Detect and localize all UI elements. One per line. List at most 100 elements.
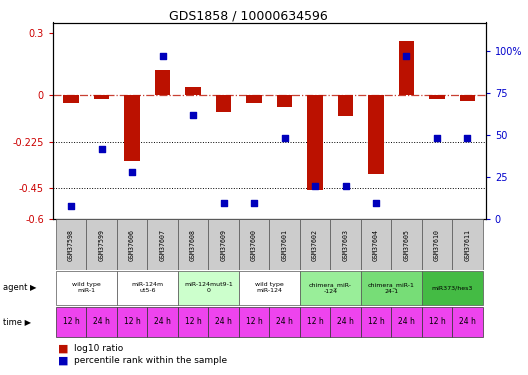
Text: log10 ratio: log10 ratio (74, 344, 123, 353)
Bar (178, 307, 209, 336)
Bar (369, 95, 384, 174)
Bar (399, 41, 414, 95)
Text: 12 h: 12 h (124, 317, 140, 326)
Bar (178, 219, 209, 270)
Text: GSM37605: GSM37605 (403, 229, 410, 261)
Text: ■: ■ (58, 355, 69, 365)
Bar (361, 307, 391, 336)
Text: 12 h: 12 h (63, 317, 80, 326)
Bar (87, 219, 117, 270)
Text: 24 h: 24 h (276, 317, 293, 326)
Text: GSM37604: GSM37604 (373, 229, 379, 261)
Text: ■: ■ (58, 344, 69, 354)
Point (433, 135, 441, 141)
Bar (125, 95, 140, 161)
Bar (117, 271, 178, 304)
Text: 24 h: 24 h (337, 317, 354, 326)
Text: time ▶: time ▶ (3, 317, 31, 326)
Text: 24 h: 24 h (398, 317, 415, 326)
Text: GSM37610: GSM37610 (434, 229, 440, 261)
Point (402, 53, 411, 59)
Text: 24 h: 24 h (93, 317, 110, 326)
Bar (209, 219, 239, 270)
Text: GSM37608: GSM37608 (190, 229, 196, 261)
Bar (216, 95, 231, 112)
Text: percentile rank within the sample: percentile rank within the sample (74, 356, 227, 364)
Bar (94, 95, 109, 99)
Bar (361, 219, 391, 270)
Bar (239, 307, 269, 336)
Text: 24 h: 24 h (215, 317, 232, 326)
Bar (209, 307, 239, 336)
Bar (56, 219, 87, 270)
Point (311, 183, 319, 189)
Bar (300, 271, 361, 304)
Bar (239, 271, 300, 304)
Text: 12 h: 12 h (367, 317, 384, 326)
Text: miR-124mut9-1
0: miR-124mut9-1 0 (184, 282, 233, 293)
Point (128, 169, 136, 175)
Bar (422, 307, 452, 336)
Point (219, 200, 228, 206)
Text: 24 h: 24 h (154, 317, 171, 326)
Point (341, 183, 350, 189)
Text: GSM37600: GSM37600 (251, 229, 257, 261)
Point (372, 200, 380, 206)
Bar (391, 307, 422, 336)
Text: miR-124m
ut5-6: miR-124m ut5-6 (131, 282, 163, 293)
Bar (361, 271, 422, 304)
Text: 24 h: 24 h (459, 317, 476, 326)
Point (280, 135, 289, 141)
Bar (452, 307, 483, 336)
Text: GSM37607: GSM37607 (159, 229, 166, 261)
Bar (391, 219, 422, 270)
Bar (117, 307, 147, 336)
Text: chimera_miR-
-124: chimera_miR- -124 (309, 282, 352, 294)
Bar (422, 219, 452, 270)
Bar (147, 307, 178, 336)
Bar (452, 219, 483, 270)
Text: GSM37609: GSM37609 (221, 229, 227, 261)
Text: 12 h: 12 h (185, 317, 201, 326)
Bar (460, 95, 475, 101)
Bar (330, 219, 361, 270)
Bar (155, 70, 170, 95)
Text: 12 h: 12 h (429, 317, 445, 326)
Bar (307, 95, 323, 190)
Bar (147, 219, 178, 270)
Text: GSM37611: GSM37611 (465, 229, 470, 261)
Bar (117, 219, 147, 270)
Bar (63, 95, 79, 104)
Bar (422, 271, 483, 304)
Point (463, 135, 472, 141)
Point (158, 53, 167, 59)
Text: miR373/hes3: miR373/hes3 (431, 285, 473, 290)
Text: wild type
miR-1: wild type miR-1 (72, 282, 101, 293)
Bar (338, 95, 353, 116)
Text: GSM37599: GSM37599 (99, 229, 105, 261)
Point (97, 146, 106, 152)
Point (250, 200, 258, 206)
Bar (269, 219, 300, 270)
Bar (330, 307, 361, 336)
Point (189, 112, 197, 118)
Bar (429, 95, 445, 99)
Text: GSM37598: GSM37598 (68, 229, 74, 261)
Text: GSM37602: GSM37602 (312, 229, 318, 261)
Text: GSM37601: GSM37601 (281, 229, 288, 261)
Bar (178, 271, 239, 304)
Bar (87, 307, 117, 336)
Bar (56, 307, 87, 336)
Bar (56, 271, 117, 304)
Bar (247, 95, 262, 104)
Text: wild type
miR-124: wild type miR-124 (255, 282, 284, 293)
Text: GSM37606: GSM37606 (129, 229, 135, 261)
Bar (300, 307, 330, 336)
Text: agent ▶: agent ▶ (3, 284, 36, 292)
Point (67, 203, 76, 209)
Bar (185, 87, 201, 95)
Text: chimera_miR-1
24-1: chimera_miR-1 24-1 (368, 282, 414, 294)
Text: GSM37603: GSM37603 (343, 229, 348, 261)
Bar (269, 307, 300, 336)
Bar (239, 219, 269, 270)
